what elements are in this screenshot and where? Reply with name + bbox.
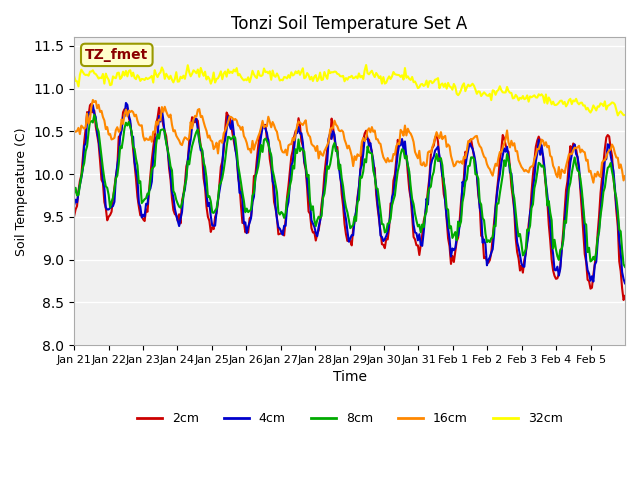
8cm	[108, 199, 115, 204]
4cm	[106, 205, 114, 211]
16cm	[465, 138, 472, 144]
Line: 16cm: 16cm	[74, 100, 625, 183]
8cm	[547, 210, 554, 216]
16cm	[108, 137, 115, 143]
4cm	[89, 102, 97, 108]
32cm	[465, 82, 472, 87]
2cm	[355, 184, 363, 190]
4cm	[122, 100, 130, 106]
4cm	[621, 280, 629, 286]
8cm	[618, 247, 626, 252]
2cm	[70, 213, 78, 219]
4cm	[618, 269, 626, 275]
8cm	[465, 163, 472, 169]
Title: Tonzi Soil Temperature Set A: Tonzi Soil Temperature Set A	[232, 15, 468, 33]
2cm	[547, 238, 554, 243]
32cm	[362, 62, 370, 68]
32cm	[106, 82, 114, 88]
Line: 4cm: 4cm	[74, 103, 625, 283]
2cm	[618, 286, 626, 291]
8cm	[89, 120, 97, 125]
Line: 2cm: 2cm	[74, 104, 625, 300]
32cm	[89, 67, 97, 73]
16cm	[621, 173, 629, 179]
8cm	[621, 264, 629, 270]
8cm	[90, 112, 98, 118]
2cm	[108, 209, 115, 215]
Line: 32cm: 32cm	[74, 65, 625, 115]
Y-axis label: Soil Temperature (C): Soil Temperature (C)	[15, 127, 28, 255]
4cm	[465, 147, 472, 153]
16cm	[547, 153, 554, 158]
32cm	[621, 112, 629, 118]
16cm	[589, 180, 597, 186]
16cm	[89, 97, 97, 103]
16cm	[620, 178, 627, 183]
32cm	[547, 97, 554, 103]
2cm	[465, 144, 472, 149]
2cm	[621, 293, 629, 299]
Legend: 2cm, 4cm, 8cm, 16cm, 32cm: 2cm, 4cm, 8cm, 16cm, 32cm	[132, 407, 568, 430]
32cm	[620, 112, 627, 118]
4cm	[70, 203, 78, 208]
2cm	[620, 297, 627, 303]
2cm	[90, 108, 98, 113]
16cm	[90, 99, 98, 105]
Line: 8cm: 8cm	[74, 115, 625, 267]
4cm	[355, 185, 363, 191]
X-axis label: Time: Time	[333, 371, 367, 384]
32cm	[614, 112, 621, 118]
16cm	[70, 128, 78, 133]
2cm	[88, 101, 95, 107]
4cm	[547, 220, 554, 226]
8cm	[70, 191, 78, 196]
32cm	[70, 73, 78, 79]
32cm	[354, 75, 362, 81]
8cm	[355, 197, 363, 203]
Text: TZ_fmet: TZ_fmet	[85, 48, 148, 62]
16cm	[355, 153, 363, 159]
